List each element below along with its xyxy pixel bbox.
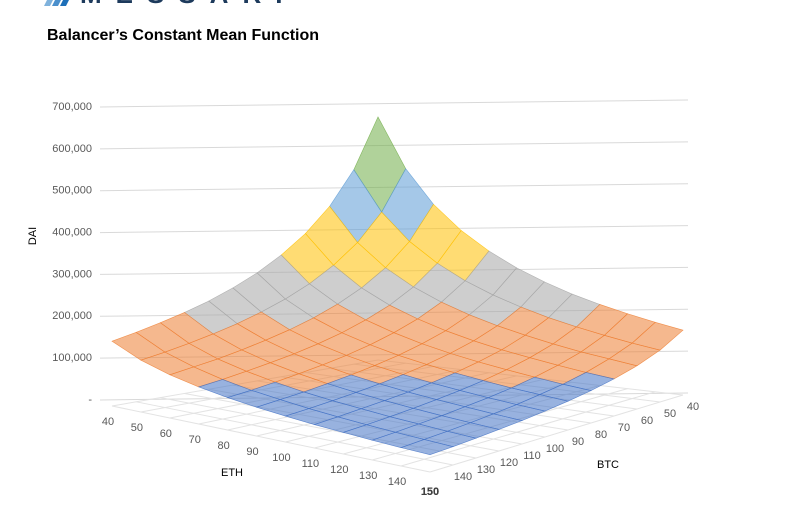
z-tick-label: 400,000 <box>52 226 92 238</box>
y-tick-label: 110 <box>523 450 541 462</box>
z-tick-label: 300,000 <box>52 268 92 280</box>
x-tick-label: 140 <box>388 476 406 488</box>
y-tick-label: 150 <box>421 486 439 498</box>
grid-line <box>99 141 689 150</box>
y-tick-label: 90 <box>572 436 584 448</box>
floor-grid-line <box>429 394 684 473</box>
z-tick-label: - <box>88 394 92 406</box>
y-tick-label: 50 <box>664 408 676 420</box>
z-tick-label: 100,000 <box>52 352 92 364</box>
z-axis-title: DAI <box>27 227 39 245</box>
z-tick-label: 600,000 <box>52 143 92 155</box>
x-tick-label: 110 <box>302 458 320 470</box>
x-tick-label: 130 <box>359 470 377 482</box>
x-tick-label: 60 <box>160 428 172 440</box>
surface-patch <box>400 439 455 456</box>
y-tick-label: 40 <box>687 401 699 413</box>
logo-text: MESSARI <box>80 0 296 9</box>
x-tick-label: 80 <box>218 440 230 452</box>
chart-title: Balancer’s Constant Mean Function <box>47 27 319 44</box>
y-axis-title: BTC <box>597 459 619 471</box>
y-tick-label: 140 <box>454 471 472 483</box>
x-axis-title: ETH <box>221 467 243 479</box>
floor-grid-line <box>136 401 454 466</box>
x-tick-label: 120 <box>330 464 348 476</box>
y-tick-label: 130 <box>477 464 495 476</box>
y-tick-label: 100 <box>546 443 564 455</box>
x-tick-label: 90 <box>246 446 258 458</box>
y-tick-label: 80 <box>595 429 607 441</box>
z-tick-label: 700,000 <box>52 101 92 113</box>
floor-grid-line <box>111 405 431 473</box>
floor-grid-line <box>400 391 656 467</box>
x-tick-label: 40 <box>102 416 114 428</box>
logo-icon <box>44 0 69 6</box>
grid-line <box>99 99 689 108</box>
x-tick-label: 150 <box>421 486 439 498</box>
y-tick-label: 60 <box>641 415 653 427</box>
x-tick-label: 70 <box>189 434 201 446</box>
x-tick-label: 100 <box>272 452 290 464</box>
z-tick-label: 200,000 <box>52 310 92 322</box>
x-tick-label: 50 <box>131 422 143 434</box>
y-tick-label: 70 <box>618 422 630 434</box>
z-tick-label: 500,000 <box>52 185 92 197</box>
y-tick-label: 120 <box>500 457 518 469</box>
